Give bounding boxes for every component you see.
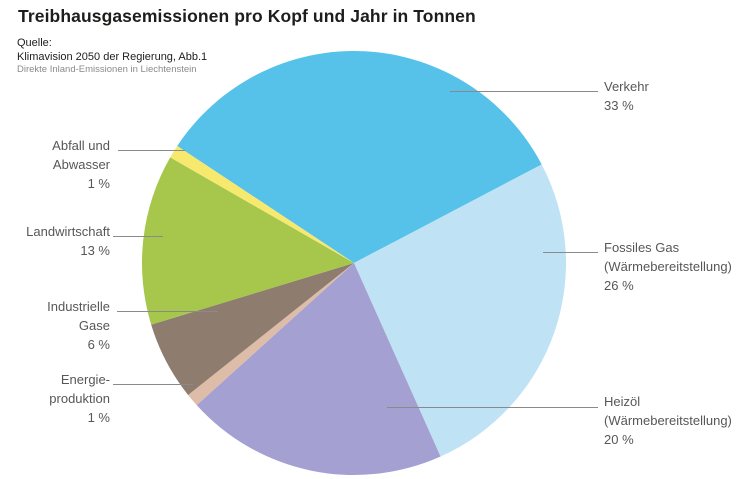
slice-label-energieproduktion: Energie- produktion 1 % xyxy=(49,370,110,427)
slice-label-name: Heizöl xyxy=(604,394,641,409)
slice-label-name2: (Wärmebereitstellung) xyxy=(604,413,732,428)
pie-slice-Energieproduktion xyxy=(188,263,354,406)
slice-label-heizoel: Heizöl (Wärmebereitstellung) 20 % xyxy=(604,392,732,449)
pie-slice-Landwirtschaft xyxy=(142,157,354,325)
slice-label-pct: 33 % xyxy=(604,98,634,113)
pie-slice-Abfall und Abwasser xyxy=(170,145,354,263)
slice-label-name2: produktion xyxy=(49,391,110,406)
callout-line-heizoel xyxy=(387,407,598,408)
slice-label-name2: Gase xyxy=(78,318,110,333)
slice-label-verkehr: Verkehr 33 % xyxy=(604,77,649,115)
source-label: Quelle: xyxy=(17,37,52,49)
pie-slice-Fossiles Gas (Wärmebereitstellung) xyxy=(354,164,566,457)
slice-label-name: Energie- xyxy=(60,372,110,387)
slice-label-pct: 1 % xyxy=(87,410,110,425)
slice-label-abfall: Abfall und Abwasser 1 % xyxy=(52,136,110,193)
slice-label-industrielle-gase: Industrielle Gase 6 % xyxy=(47,297,110,354)
chart-title: Treibhausgasemissionen pro Kopf und Jahr… xyxy=(18,6,476,26)
slice-label-pct: 13 % xyxy=(80,243,110,258)
slice-label-pct: 1 % xyxy=(87,176,110,191)
slice-label-name2: (Wärmebereitstellung) xyxy=(604,259,732,274)
source-note: Direkte Inland-Emissionen in Liechtenste… xyxy=(17,64,197,75)
callout-line-verkehr xyxy=(450,91,598,92)
slice-label-name: Verkehr xyxy=(604,79,649,94)
slice-label-pct: 20 % xyxy=(604,432,634,447)
slice-label-landwirtschaft: Landwirtschaft 13 % xyxy=(26,222,110,260)
callout-line-industrielle xyxy=(117,311,218,312)
pie-slice-Heizöl (Wärmebereitstellung) xyxy=(196,263,441,476)
slice-label-fossiles-gas: Fossiles Gas (Wärmebereitstellung) 26 % xyxy=(604,238,732,295)
slice-label-name2: Abwasser xyxy=(52,157,110,172)
slice-label-pct: 6 % xyxy=(87,337,110,352)
callout-line-abfall xyxy=(118,150,185,151)
callout-line-landwirtschaft xyxy=(113,236,163,237)
slice-label-name: Fossiles Gas xyxy=(604,240,680,255)
slice-label-name: Landwirtschaft xyxy=(26,224,110,239)
pie-slice-Verkehr xyxy=(177,51,542,263)
slice-label-pct: 26 % xyxy=(604,278,634,293)
pie-slice-Industrielle Gase xyxy=(151,263,354,395)
slice-label-name: Abfall und xyxy=(52,138,110,153)
source-block: Quelle: Klimavision 2050 der Regierung, … xyxy=(17,36,207,76)
callout-line-fossiles-gas xyxy=(543,252,598,253)
slice-label-name: Industrielle xyxy=(47,299,110,314)
callout-line-energie xyxy=(113,384,193,385)
source-reference: Klimavision 2050 der Regierung, Abb.1 xyxy=(17,51,208,63)
